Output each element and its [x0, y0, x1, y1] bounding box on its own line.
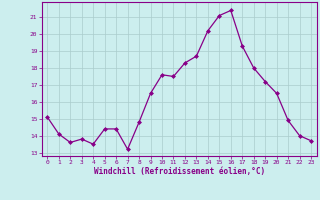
X-axis label: Windchill (Refroidissement éolien,°C): Windchill (Refroidissement éolien,°C) — [94, 167, 265, 176]
